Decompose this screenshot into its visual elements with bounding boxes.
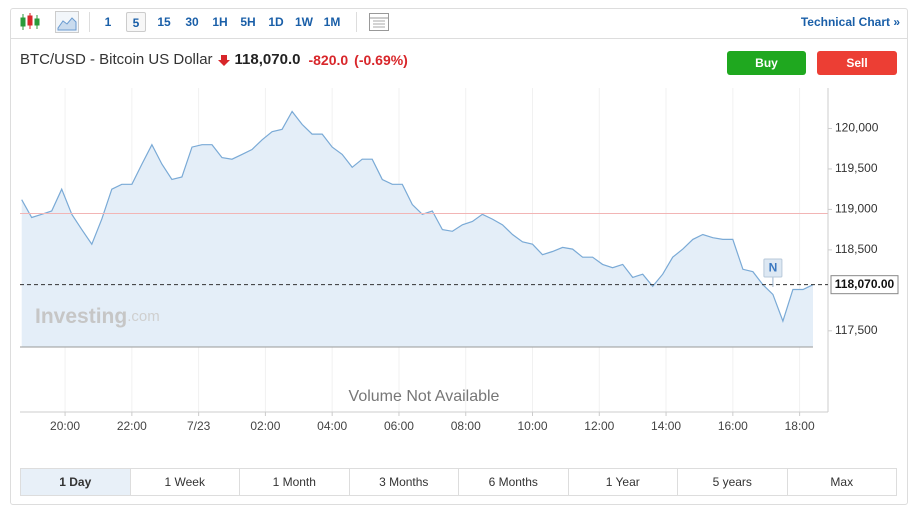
instrument-header: BTC/USD - Bitcoin US Dollar 118,070.0 -8… — [20, 51, 408, 68]
x-tick-label: 18:00 — [785, 419, 815, 433]
widget-frame — [10, 8, 908, 505]
x-tick-label: 16:00 — [718, 419, 748, 433]
y-tick-label: 119,500 — [835, 161, 878, 175]
area-chart-icon[interactable] — [55, 11, 79, 33]
range-tab[interactable]: 1 Month — [239, 469, 349, 495]
technical-chart-link[interactable]: Technical Chart » — [800, 15, 900, 29]
x-tick-label: 08:00 — [451, 419, 481, 433]
marker-box — [763, 258, 783, 278]
watermark: Investing.com — [35, 305, 160, 328]
x-tick-label: 04:00 — [317, 419, 347, 433]
interval-button[interactable]: 15 — [157, 15, 171, 29]
range-tab[interactable]: 1 Year — [567, 469, 678, 495]
range-tab[interactable]: 3 Months — [348, 469, 459, 495]
interval-button[interactable]: 5H — [240, 15, 256, 29]
x-tick-label: 14:00 — [651, 419, 681, 433]
range-tabs: 1 Day 1 Week 1 Month 3 Months 6 Months 1 Year… — [20, 468, 897, 496]
interval-button[interactable]: 1W — [295, 15, 313, 29]
interval-button[interactable]: 1D — [268, 15, 284, 29]
interval-button[interactable]: 5 — [126, 12, 146, 32]
x-tick-label: 20:00 — [50, 419, 80, 433]
y-tick-label: 117,500 — [835, 323, 878, 337]
symbol: BTC/USD - Bitcoin US Dollar — [20, 51, 213, 68]
x-tick-label: 12:00 — [584, 419, 614, 433]
indicators-icon[interactable] — [368, 12, 390, 32]
interval-button[interactable]: 1M — [323, 15, 341, 29]
last-price-label: 118,070.00 — [835, 277, 895, 291]
volume-message: Volume Not Available — [349, 388, 500, 405]
range-tab[interactable]: 6 Months — [458, 469, 568, 495]
range-tab[interactable]: 5 years — [677, 469, 787, 495]
last-price: 118,070.0 — [234, 51, 301, 68]
last-price-box — [830, 275, 899, 295]
chart: 20:00 22:00 7/23 02:00 04:00 06:00 08:00 10:00 1… — [20, 88, 899, 433]
toolbar-divider — [10, 38, 908, 39]
marker-label: N — [769, 261, 778, 275]
watermark-brand: Investing — [35, 305, 127, 328]
change: -820.0 — [308, 51, 349, 68]
interval-button[interactable]: 1 — [104, 15, 112, 29]
interval-button[interactable]: 1H — [212, 15, 228, 29]
change-percent: (-0.69%) — [354, 51, 408, 68]
range-tab[interactable]: 1 Week — [129, 469, 240, 495]
down-arrow-icon — [217, 54, 230, 66]
x-tick-label: 10:00 — [517, 419, 547, 433]
watermark-suffix: .com — [127, 308, 160, 325]
area-fill — [21, 111, 813, 347]
y-tick-label: 118,500 — [835, 242, 878, 256]
candlestick-icon[interactable] — [18, 11, 42, 33]
y-tick-label: 120,000 — [835, 121, 879, 135]
x-tick-label: 06:00 — [384, 419, 414, 433]
interval-bar: 1 5 15 30 1H 5H 1D 1W 1M — [94, 12, 346, 32]
sell-button[interactable]: Sell — [817, 51, 897, 75]
y-tick-label: 119,000 — [835, 202, 878, 216]
x-tick-label: 02:00 — [250, 419, 280, 433]
range-tab[interactable]: 1 Day — [21, 469, 130, 495]
interval-button[interactable]: 30 — [185, 15, 199, 29]
range-tab[interactable]: Max — [786, 469, 897, 495]
separator — [356, 12, 357, 32]
price-line — [21, 110, 814, 323]
separator — [89, 12, 90, 32]
x-tick-label: 22:00 — [117, 419, 147, 433]
x-tick-label: 7/23 — [187, 419, 211, 433]
buy-button[interactable]: Buy — [727, 51, 806, 75]
